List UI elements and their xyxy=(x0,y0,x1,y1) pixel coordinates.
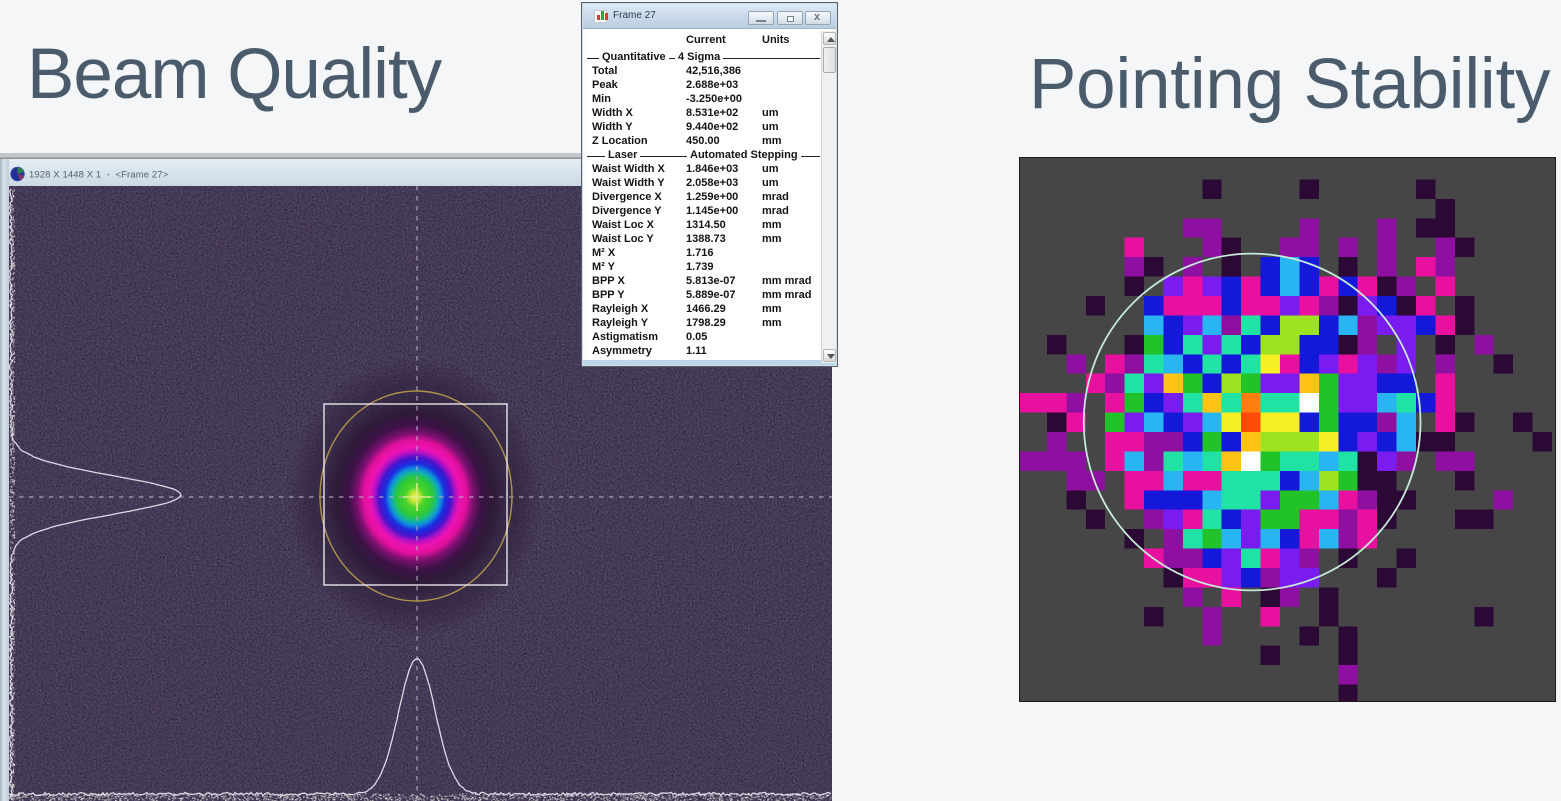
svg-text:1928 X 1448 X 1 - <Frame 27>: 1928 X 1448 X 1 - <Frame 27> xyxy=(29,170,169,181)
